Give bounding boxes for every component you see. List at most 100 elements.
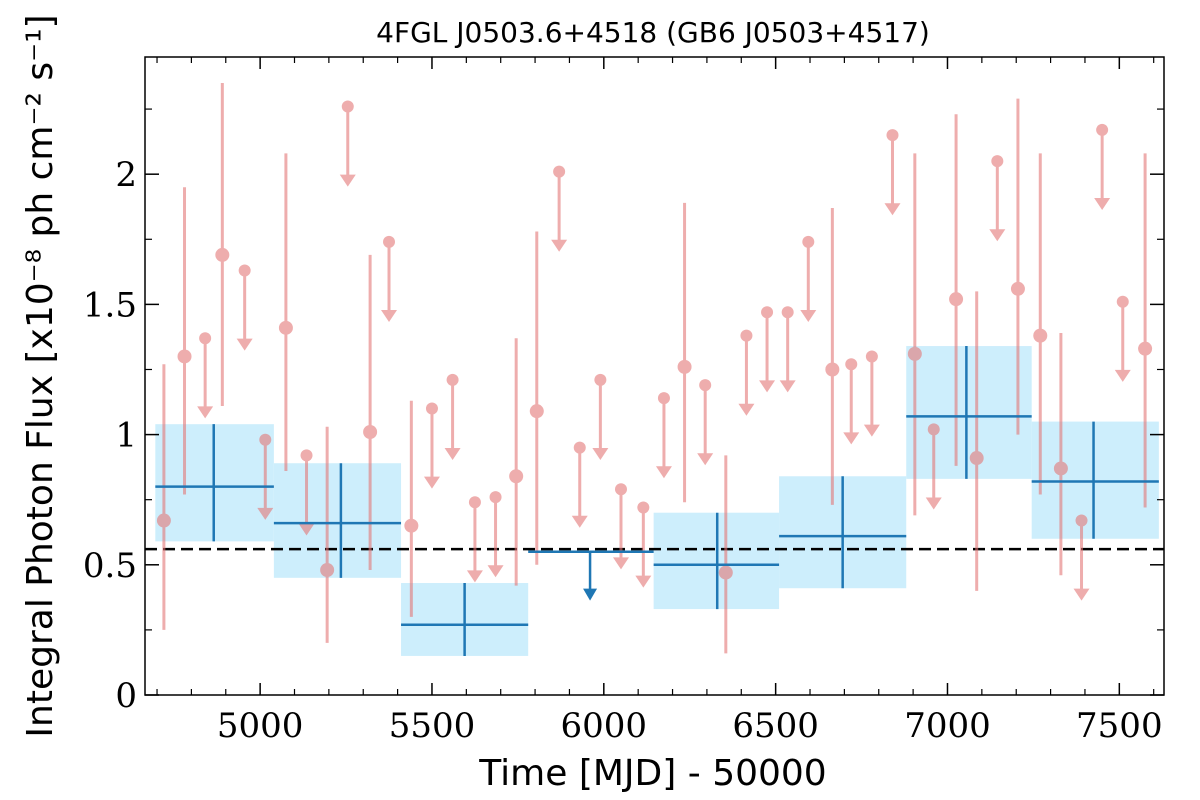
short-bin-upper-limit bbox=[298, 449, 315, 536]
x-tick-label: 5500 bbox=[389, 706, 476, 746]
x-tick-label: 7000 bbox=[904, 706, 991, 746]
upper-limit-arrow bbox=[592, 448, 609, 461]
short-bin-upper-limit bbox=[381, 235, 398, 323]
short-bin-marker bbox=[969, 451, 984, 466]
long-bin-band bbox=[906, 346, 1032, 479]
x-tick-label: 6000 bbox=[561, 706, 648, 746]
short-bin-upper-limit bbox=[487, 491, 504, 578]
upper-limit-marker bbox=[699, 379, 712, 392]
short-bin-marker bbox=[320, 563, 335, 578]
upper-limit-marker bbox=[1075, 514, 1088, 527]
upper-limit-marker bbox=[740, 329, 753, 342]
short-bin-point bbox=[278, 153, 293, 472]
short-bin-marker bbox=[1138, 341, 1153, 356]
upper-limit-arrow bbox=[551, 239, 568, 252]
short-bin-upper-limit bbox=[843, 358, 860, 445]
upper-limit-marker bbox=[1116, 295, 1129, 308]
long-bin-upper-limit-arrow bbox=[583, 588, 598, 601]
upper-limit-arrow bbox=[863, 424, 880, 437]
upper-limit-arrow bbox=[444, 448, 461, 461]
upper-limit-arrow bbox=[655, 466, 672, 479]
upper-limit-arrow bbox=[257, 507, 274, 520]
upper-limit-marker bbox=[614, 483, 627, 496]
short-bin-upper-limit bbox=[738, 329, 755, 416]
short-bin-upper-limit bbox=[551, 165, 568, 252]
short-bin-upper-limit bbox=[236, 264, 253, 351]
short-bin-point bbox=[177, 187, 192, 495]
upper-limit-marker bbox=[845, 358, 858, 371]
y-tick-label: 2 bbox=[115, 155, 137, 195]
upper-limit-marker bbox=[761, 306, 774, 319]
short-bin-point bbox=[825, 208, 840, 505]
upper-limit-arrow bbox=[697, 453, 714, 466]
upper-limit-marker bbox=[553, 165, 566, 178]
upper-limit-marker bbox=[927, 423, 940, 436]
upper-limit-marker bbox=[991, 155, 1004, 168]
short-bin-marker bbox=[509, 469, 524, 484]
y-axis-title: Integral Photon Flux [x10⁻⁸ ph cm⁻² s⁻¹] bbox=[20, 14, 61, 737]
short-bin-marker bbox=[156, 513, 171, 528]
y-tick-label: 0 bbox=[115, 676, 137, 716]
short-bin-upper-limit bbox=[800, 235, 817, 323]
short-bin-upper-limit bbox=[197, 332, 214, 419]
short-bin-marker bbox=[404, 518, 419, 533]
upper-limit-arrow bbox=[925, 497, 942, 510]
short-bin-upper-limit bbox=[925, 423, 942, 510]
upper-limit-marker bbox=[657, 392, 670, 405]
upper-limit-marker bbox=[489, 491, 502, 504]
short-bin-upper-limit bbox=[257, 433, 274, 520]
short-bin-marker bbox=[278, 320, 293, 335]
short-bin-marker bbox=[907, 346, 922, 361]
x-tick-label: 7500 bbox=[1076, 706, 1163, 746]
short-bin-upper-limit bbox=[423, 402, 440, 489]
short-bin-marker bbox=[1010, 281, 1025, 296]
short-bin-point bbox=[156, 364, 171, 630]
short-bin-point bbox=[529, 231, 544, 565]
upper-limit-arrow bbox=[843, 432, 860, 445]
upper-limit-marker bbox=[259, 433, 272, 446]
upper-limit-arrow bbox=[423, 476, 440, 489]
upper-limit-arrow bbox=[1094, 198, 1111, 211]
short-bin-upper-limit bbox=[1094, 123, 1111, 211]
short-bin-point bbox=[1053, 333, 1068, 576]
upper-limit-arrow bbox=[487, 565, 504, 578]
x-tick-label: 5000 bbox=[217, 706, 304, 746]
upper-limit-marker bbox=[468, 496, 481, 509]
upper-limit-arrow bbox=[466, 570, 483, 583]
upper-limit-arrow bbox=[759, 380, 776, 393]
upper-limit-arrow bbox=[800, 310, 817, 323]
upper-limit-arrow bbox=[884, 203, 901, 216]
short-bin-upper-limit bbox=[612, 483, 629, 570]
long-bin-band bbox=[1031, 421, 1159, 539]
short-bin-marker bbox=[215, 247, 230, 262]
short-bin-marker bbox=[529, 404, 544, 419]
upper-limit-arrow bbox=[635, 575, 652, 588]
upper-limit-marker bbox=[637, 501, 650, 514]
x-axis-title: Time [MJD] - 50000 bbox=[478, 753, 826, 794]
upper-limit-marker bbox=[425, 402, 438, 415]
short-bin-upper-limit bbox=[466, 496, 483, 583]
short-bin-point bbox=[718, 455, 733, 654]
upper-limit-arrow bbox=[738, 403, 755, 416]
axis-ticks: 5000 5500 6000 6500 7000 7500 0 0.5 1 1.5 2 bbox=[83, 57, 1164, 746]
short-bin-point bbox=[677, 202, 692, 503]
short-bin-marker bbox=[363, 424, 378, 439]
upper-limit-marker bbox=[1096, 123, 1109, 136]
short-bin-point bbox=[1033, 153, 1048, 495]
upper-limit-arrow bbox=[989, 229, 1006, 242]
upper-limit-marker bbox=[573, 441, 586, 454]
plot-area bbox=[145, 83, 1164, 656]
upper-limit-marker bbox=[238, 264, 251, 277]
upper-limit-arrow bbox=[571, 515, 588, 528]
upper-limit-arrow bbox=[339, 174, 356, 187]
upper-limit-marker bbox=[383, 235, 396, 248]
short-bin-upper-limit bbox=[655, 392, 672, 479]
short-bin-point bbox=[1138, 153, 1153, 508]
upper-limit-arrow bbox=[236, 338, 253, 351]
short-bin-point bbox=[363, 254, 378, 571]
y-tick-label: 1 bbox=[115, 416, 137, 456]
short-bin-upper-limit bbox=[592, 373, 609, 461]
upper-limit-marker bbox=[781, 306, 794, 319]
upper-limit-marker bbox=[199, 332, 212, 345]
